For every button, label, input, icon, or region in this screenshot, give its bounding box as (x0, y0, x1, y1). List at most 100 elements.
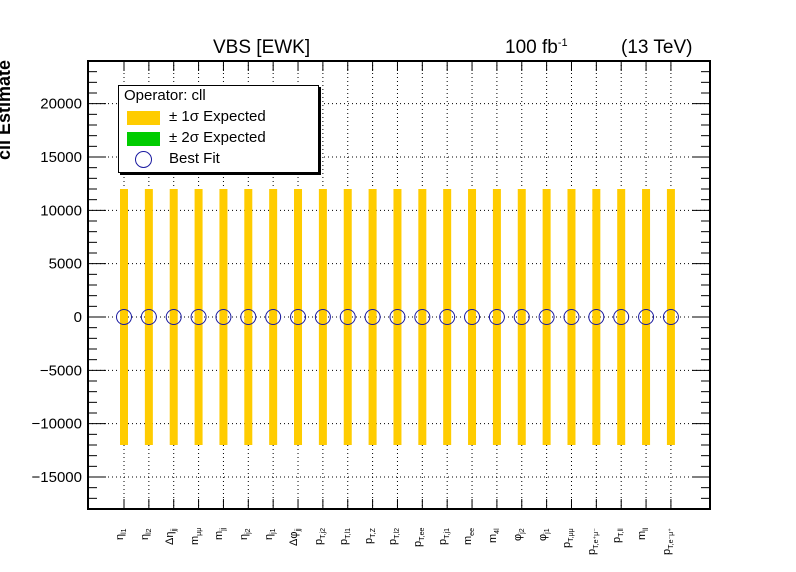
expected-band-1sigma (144, 189, 153, 445)
x-tick-label: m4l (487, 528, 501, 543)
x-tick-label-main: p (387, 538, 400, 545)
x-tick-label-main: Δφ (288, 531, 301, 546)
x-tick-label: pT,Z (363, 528, 377, 544)
legend-item-2sigma: ± 2σ Expected (125, 129, 315, 149)
best-fit-point (215, 309, 232, 325)
x-tick-label: pT,ll (611, 528, 625, 543)
best-fit-point (339, 309, 356, 325)
expected-band-1sigma (244, 189, 253, 445)
x-tick-label-sub: jj (170, 528, 178, 532)
energy-label: (13 TeV) (621, 37, 693, 58)
x-tick-label-sub: T,e⁺μ⁻ (593, 528, 601, 549)
x-tick-label-sub: l1 (121, 528, 129, 534)
x-tick-label-main: φ (536, 533, 549, 541)
best-fit-point (488, 309, 505, 325)
expected-band-1sigma (592, 189, 601, 445)
x-tick-label: ηl2 (139, 528, 153, 540)
x-tick-label: mll (636, 528, 650, 540)
x-tick-label-sub: T,j1 (444, 527, 452, 539)
x-tick-label-main: p (337, 538, 350, 545)
x-tick-label-sub: T,j2 (320, 527, 328, 539)
x-tick-label-sub: T,ll (618, 528, 626, 537)
x-tick-label: pT,l1 (338, 528, 352, 545)
yellow-swatch (127, 111, 160, 125)
y-tick-label: −15000 (32, 469, 82, 486)
expected-band-1sigma (517, 189, 526, 445)
x-tick-label-sub: jj (220, 527, 228, 531)
expected-band-1sigma (194, 189, 203, 445)
x-tick-label: Δφjj (288, 528, 302, 546)
x-tick-label-main: p (561, 541, 574, 548)
x-tick-label-sub: j2 (518, 528, 526, 534)
x-tick-label: φj2 (512, 528, 526, 541)
x-tick-label-main: η (238, 533, 251, 540)
best-fit-point (389, 309, 406, 325)
axes (87, 60, 711, 510)
best-fit-point (290, 309, 307, 325)
chart-title: VBS [EWK] (213, 37, 311, 58)
expected-band-1sigma (468, 189, 477, 445)
green-swatch (127, 132, 160, 146)
circle-marker-icon (135, 151, 152, 168)
expected-band-1sigma (418, 189, 427, 445)
x-tick-label: pT,l2 (387, 528, 401, 545)
y-tick-label: −5000 (40, 362, 82, 379)
x-tick-label-main: m (636, 530, 649, 540)
x-tick-label-main: η (263, 533, 276, 540)
best-fit-point (265, 309, 282, 325)
legend-title: Operator: cll (124, 87, 206, 104)
x-tick-label-main: η (114, 533, 126, 540)
y-tick-label: 10000 (40, 202, 82, 219)
expected-bands (120, 189, 675, 445)
legend-label-2sigma: ± 2σ Expected (169, 129, 266, 146)
x-tick-label-main: p (611, 536, 624, 543)
expected-band-1sigma (368, 189, 377, 445)
x-tick-label-main: p (586, 548, 599, 555)
luminosity-exponent: -1 (557, 37, 568, 49)
best-fit-point (116, 309, 132, 325)
x-tick-label: pT,e⁺μ⁻ (586, 528, 600, 555)
best-fit-points (116, 309, 679, 325)
expected-band-1sigma (219, 189, 228, 445)
best-fit-point (414, 309, 431, 325)
x-tick-label-main: m (188, 535, 201, 545)
x-tick-label: pT,μμ (561, 528, 575, 548)
x-tick-label-main: φ (511, 533, 524, 541)
legend-label-1sigma: ± 1σ Expected (169, 108, 266, 125)
best-fit-point (588, 309, 605, 325)
x-tick-label-sub: jj (295, 528, 303, 532)
legend-item-best-fit: Best Fit (125, 150, 315, 170)
x-tick-label-sub: 4l (494, 528, 502, 534)
expected-band-1sigma (294, 189, 303, 445)
y-tick-labels: −15000 −10000 −5000 0 5000 10000 15000 20000 (32, 96, 82, 486)
expected-band-1sigma (169, 189, 178, 445)
x-tick-label-main: m (486, 533, 499, 543)
x-tick-label-main: η (138, 533, 151, 540)
y-tick-label: 0 (74, 309, 82, 326)
x-tick-label: Δηjj (164, 528, 178, 545)
legend-label-best-fit: Best Fit (169, 150, 220, 167)
y-tick-label: 20000 (40, 96, 82, 113)
expected-band-1sigma (120, 189, 128, 445)
x-tick-label-main: p (412, 540, 425, 547)
luminosity-label: 100 fb-1 (505, 37, 568, 59)
expected-band-1sigma (567, 189, 576, 445)
best-fit-point (538, 309, 555, 325)
expected-band-1sigma (542, 189, 551, 445)
best-fit-point (364, 309, 381, 325)
best-fit-point (513, 309, 530, 325)
best-fit-point (165, 309, 182, 325)
x-tick-label-sub: j1 (270, 528, 278, 534)
expected-band-1sigma (393, 189, 402, 445)
best-fit-point (464, 309, 481, 325)
best-fit-point (638, 309, 655, 325)
expected-band-1sigma (642, 189, 651, 445)
x-tick-label-sub: l2 (146, 528, 154, 534)
x-tick-label-main: p (660, 548, 673, 555)
x-tick-label: ηj2 (238, 528, 252, 540)
expected-band-1sigma (269, 189, 278, 445)
x-tick-label-sub: T,ee (419, 527, 427, 541)
best-fit-point (190, 309, 207, 325)
x-tick-label: ηl1 (114, 528, 128, 540)
